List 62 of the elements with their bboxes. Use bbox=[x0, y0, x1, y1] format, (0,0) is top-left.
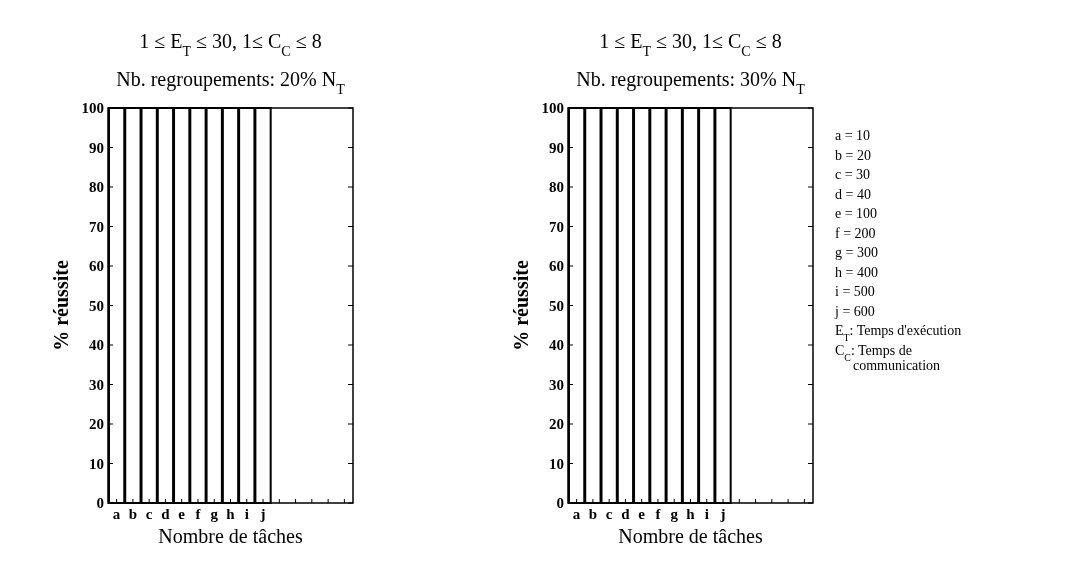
x-tick-label: b bbox=[588, 506, 598, 522]
y-axis-title: % réussite bbox=[50, 260, 72, 351]
y-tick-label: 100 bbox=[81, 100, 104, 117]
x-tick-label: c bbox=[145, 506, 153, 522]
text: c = 30 bbox=[835, 167, 871, 182]
x-axis-title: Nombre de tâches bbox=[158, 525, 303, 547]
x-tick-label: i bbox=[704, 506, 709, 522]
y-tick-label: 50 bbox=[89, 297, 104, 314]
x-tick-label: c bbox=[605, 506, 613, 522]
y-tick-label: 40 bbox=[89, 337, 104, 354]
y-tick-label: 20 bbox=[549, 416, 564, 433]
text: g = 300 bbox=[835, 245, 878, 260]
x-tick-label: d bbox=[621, 506, 631, 522]
y-tick-label: 100 bbox=[541, 100, 564, 117]
text: C$_{C}$: Temps de communication bbox=[835, 342, 941, 373]
text: j = 600 bbox=[834, 303, 875, 319]
text: d = 40 bbox=[835, 186, 871, 202]
x-tick-label: j bbox=[259, 506, 266, 522]
text: a = 10 bbox=[835, 128, 871, 143]
text: f = 200 bbox=[835, 225, 876, 241]
y-tick-label: 90 bbox=[549, 139, 564, 156]
y-tick-label: 90 bbox=[89, 139, 104, 156]
y-tick-label: 10 bbox=[89, 455, 104, 472]
x-tick-label: i bbox=[244, 506, 249, 522]
y-tick-label: 80 bbox=[89, 179, 104, 196]
y-tick-label: 20 bbox=[89, 416, 104, 433]
text: e = 100 bbox=[835, 206, 878, 221]
x-tick-label: e bbox=[178, 506, 186, 522]
x-tick-label: g bbox=[210, 506, 219, 522]
text: i = 500 bbox=[835, 284, 875, 299]
text: h = 400 bbox=[835, 264, 878, 280]
y-tick-label: 30 bbox=[89, 376, 104, 393]
x-tick-label: f bbox=[195, 506, 202, 522]
x-tick-label: h bbox=[226, 506, 236, 522]
chart-subtitle: Nb. regroupements: 20% N$_{T}$ bbox=[116, 68, 346, 97]
text: b = 20 bbox=[835, 147, 871, 163]
chart-subtitle: Nb. regroupements: 30% N$_{T}$ bbox=[576, 68, 806, 97]
x-tick-label: h bbox=[686, 506, 696, 522]
x-tick-label: a bbox=[572, 506, 581, 522]
y-tick-label: 50 bbox=[549, 297, 564, 314]
x-tick-label: b bbox=[128, 506, 138, 522]
text: E$_{T}$: Temps d'exécution bbox=[835, 323, 962, 343]
y-tick-label: 0 bbox=[556, 495, 564, 512]
y-tick-label: 60 bbox=[89, 258, 104, 275]
chart-title: 1 ≤ E$_{T}$ ≤ 30, 1≤ C$_{C}$ ≤ 8 bbox=[599, 30, 782, 59]
y-tick-label: 70 bbox=[89, 218, 104, 235]
y-tick-label: 60 bbox=[549, 258, 564, 275]
x-axis-title: Nombre de tâches bbox=[618, 525, 763, 547]
y-tick-label: 70 bbox=[549, 218, 564, 235]
y-tick-label: 10 bbox=[549, 455, 564, 472]
x-tick-label: f bbox=[655, 506, 662, 522]
x-tick-label: j bbox=[719, 506, 726, 522]
x-tick-label: a bbox=[112, 506, 121, 522]
y-tick-label: 0 bbox=[96, 495, 104, 512]
chart-title: 1 ≤ E$_{T}$ ≤ 30, 1≤ C$_{C}$ ≤ 8 bbox=[139, 30, 322, 59]
x-tick-label: e bbox=[638, 506, 646, 522]
x-tick-label: d bbox=[161, 506, 171, 522]
y-tick-label: 40 bbox=[549, 337, 564, 354]
y-axis-title: % réussite bbox=[510, 260, 532, 351]
y-tick-label: 80 bbox=[549, 179, 564, 196]
x-tick-label: g bbox=[670, 506, 679, 522]
y-tick-label: 30 bbox=[549, 376, 564, 393]
